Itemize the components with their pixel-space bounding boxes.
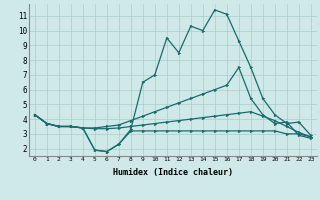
X-axis label: Humidex (Indice chaleur): Humidex (Indice chaleur) bbox=[113, 168, 233, 177]
